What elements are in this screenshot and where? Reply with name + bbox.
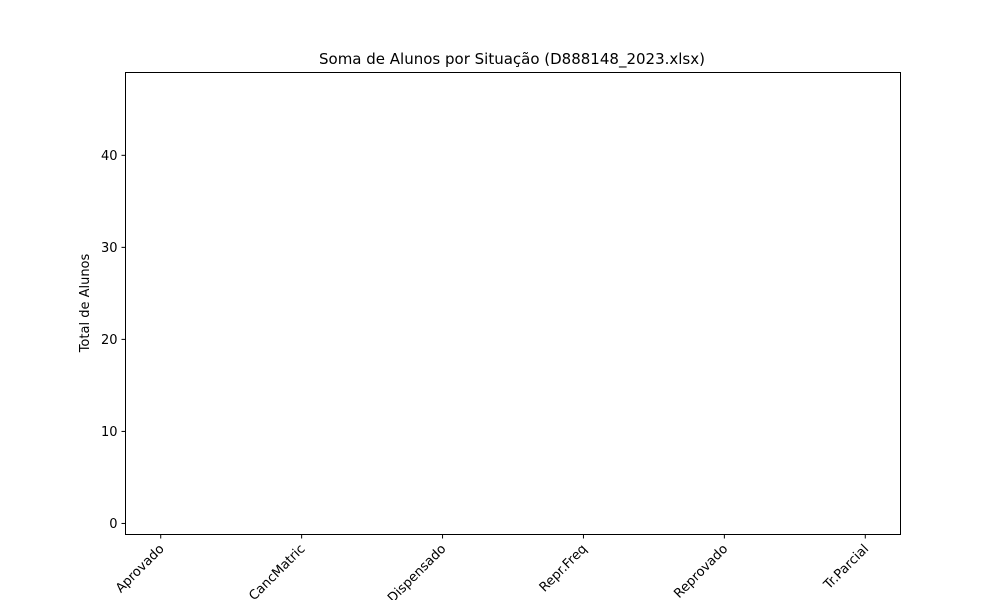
y-tick-label: 20 — [101, 333, 118, 348]
x-tick-label: Tr.Parcial — [821, 542, 873, 594]
x-tick-label: CancMatric — [246, 542, 308, 600]
x-ticks: Aprovado CancMatric Dispensado Repr.Freq Rep… — [113, 534, 873, 600]
y-tick-label: 0 — [109, 517, 117, 532]
plot-area — [125, 72, 901, 535]
x-tick-label: Dispensado — [385, 542, 449, 600]
y-axis-label: Total de Alunos — [78, 253, 93, 353]
y-tick-label: 30 — [101, 241, 118, 256]
x-tick-label: Aprovado — [113, 542, 167, 596]
x-tick-label: Repr.Freq — [537, 542, 591, 596]
y-ticks: 0 10 20 30 40 — [101, 149, 126, 532]
y-tick-label: 40 — [101, 149, 118, 164]
y-tick-label: 10 — [101, 425, 118, 440]
chart-title: Soma de Alunos por Situação (D888148_202… — [319, 50, 705, 69]
x-tick-label: Reprovado — [671, 542, 731, 600]
